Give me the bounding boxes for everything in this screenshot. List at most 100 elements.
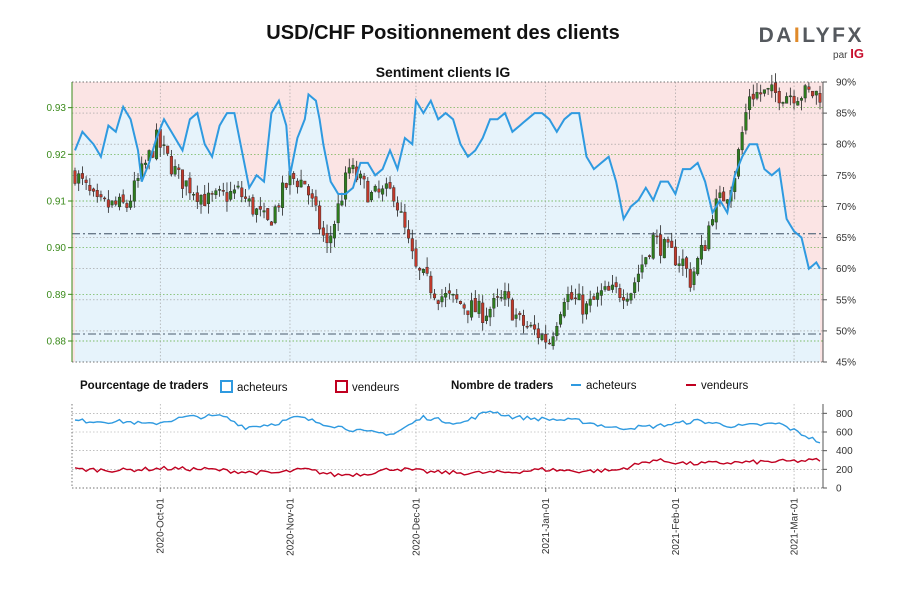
candle-body: [370, 192, 374, 201]
count-tick-label: 800: [836, 409, 853, 420]
price-candle: [388, 176, 392, 190]
candle-body: [184, 180, 188, 187]
candle-body: [614, 282, 618, 288]
price-tick-label: 0.90: [47, 243, 67, 254]
price-candle: [421, 268, 425, 276]
candle-body: [777, 91, 781, 104]
date-tick-label: 2020-Nov-01: [285, 498, 296, 556]
candle-body: [347, 167, 351, 174]
legend-count-sellers[interactable]: vendeurs: [686, 380, 748, 392]
candle-body: [714, 198, 718, 223]
candle-body: [496, 296, 500, 298]
price-candle: [399, 202, 403, 213]
candle-body: [307, 186, 311, 196]
candle-body: [673, 246, 677, 266]
price-candle: [662, 237, 666, 259]
candle-body: [292, 173, 296, 179]
price-candle: [566, 286, 570, 310]
price-candle: [484, 307, 488, 325]
price-candle: [303, 180, 307, 185]
candle-body: [310, 193, 314, 199]
candle-body: [321, 227, 325, 236]
candle-body: [284, 183, 288, 188]
candle-body: [744, 112, 748, 131]
price-candle: [618, 283, 622, 303]
price-candle: [592, 293, 596, 300]
price-candle: [785, 92, 789, 104]
price-candle: [622, 289, 626, 309]
candle-body: [258, 206, 262, 210]
price-candle: [551, 331, 555, 350]
candle-body: [358, 173, 362, 179]
legend-count-title: Nombre de traders: [451, 380, 554, 392]
candle-body: [395, 202, 399, 211]
price-candle: [788, 87, 792, 106]
candle-body: [562, 302, 566, 317]
price-candle: [284, 182, 288, 190]
candle-body: [473, 298, 477, 313]
candle-body: [314, 196, 318, 206]
price-candle: [681, 249, 685, 276]
candle-body: [229, 191, 233, 200]
candle-body: [581, 294, 585, 315]
legend-percent-title: Pourcentage de traders: [80, 380, 209, 392]
price-candle: [240, 181, 244, 203]
price-candle: [229, 181, 233, 202]
candle-body: [633, 282, 637, 293]
date-tick-label: 2021-Jan-01: [541, 498, 552, 555]
candle-body: [440, 296, 444, 303]
candle-body: [392, 187, 396, 202]
candle-body: [199, 195, 203, 205]
price-candle: [266, 208, 270, 222]
candle-body: [99, 194, 103, 198]
candle-body: [547, 342, 551, 345]
price-candle: [169, 149, 173, 177]
price-candle: [666, 236, 670, 248]
price-candle: [199, 194, 203, 214]
candle-body: [384, 183, 388, 189]
candle-body: [206, 192, 210, 205]
candle-body: [544, 333, 548, 343]
price-tick-label: 0.88: [47, 337, 67, 348]
candle-body: [388, 182, 392, 189]
price-candle: [559, 311, 563, 328]
price-candle: [633, 277, 637, 299]
percent-tick-label: 50%: [836, 326, 856, 337]
date-tick-label: 2021-Feb-01: [671, 498, 682, 556]
candle-body: [577, 293, 581, 301]
candle-body: [492, 298, 496, 309]
candle-body: [566, 294, 570, 303]
price-candle: [332, 220, 336, 248]
price-candle: [273, 204, 277, 225]
price-candle: [188, 172, 192, 200]
candle-body: [644, 257, 648, 265]
candle-body: [703, 245, 707, 251]
price-candle: [177, 164, 181, 179]
candle-body: [236, 185, 240, 188]
legend-percent-buyers[interactable]: acheteurs: [220, 380, 288, 394]
candle-body: [655, 235, 659, 238]
candle-body: [685, 257, 689, 269]
candle-body: [662, 239, 666, 259]
candle-body: [403, 211, 407, 228]
price-candle: [636, 264, 640, 292]
candle-body: [640, 264, 644, 273]
price-candle: [269, 220, 273, 226]
price-candle: [744, 103, 748, 135]
price-candle: [644, 256, 648, 268]
candle-body: [143, 162, 147, 165]
price-candle: [540, 332, 544, 341]
candle-body: [262, 210, 266, 213]
candle-body: [162, 144, 166, 146]
candle-body: [781, 102, 785, 104]
price-candle: [381, 185, 385, 202]
price-candle: [496, 288, 500, 307]
price-candle: [125, 199, 129, 213]
candle-body: [762, 89, 766, 94]
legend-count-buyers[interactable]: acheteurs: [571, 380, 637, 392]
candle-body: [540, 334, 544, 340]
price-candle: [173, 159, 177, 177]
candle-body: [699, 245, 703, 260]
legend-percent-sellers[interactable]: vendeurs: [335, 380, 399, 394]
price-candle: [562, 297, 566, 319]
